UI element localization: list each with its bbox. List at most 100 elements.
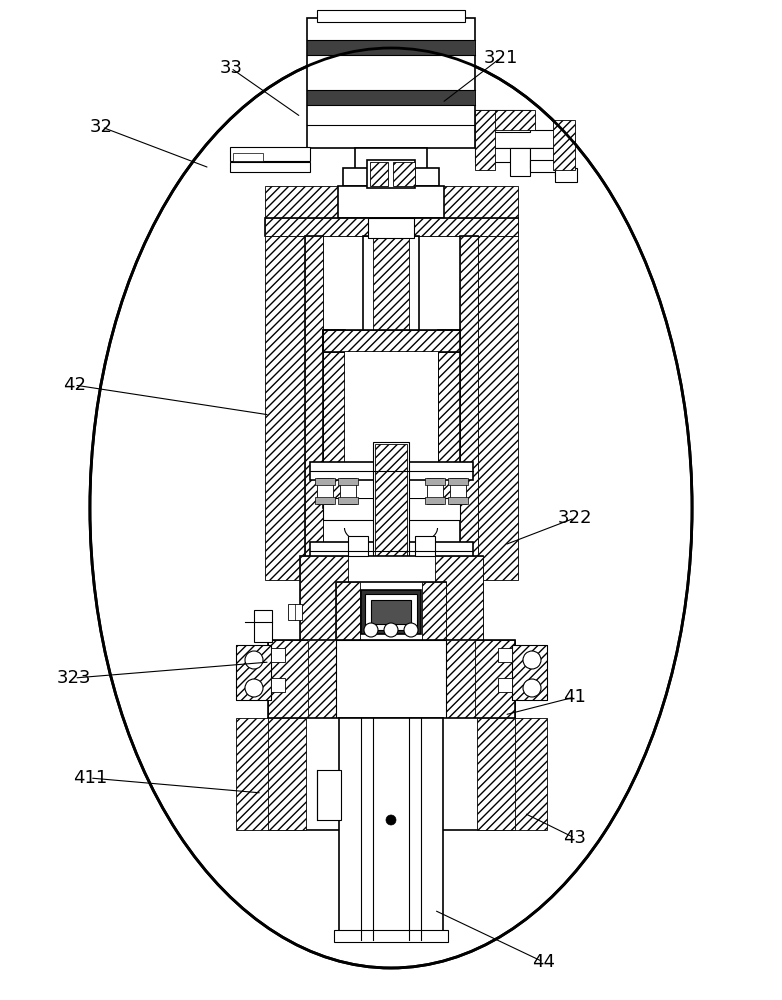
- Bar: [448, 478, 468, 485]
- Polygon shape: [477, 726, 510, 820]
- Text: 322: 322: [558, 509, 592, 527]
- Bar: [315, 497, 335, 504]
- Text: 411: 411: [73, 769, 107, 787]
- Bar: [510, 148, 530, 176]
- Bar: [233, 153, 263, 161]
- Bar: [300, 556, 348, 648]
- Circle shape: [404, 623, 418, 637]
- Bar: [268, 718, 515, 830]
- Bar: [339, 718, 443, 940]
- Bar: [236, 645, 271, 700]
- Bar: [336, 640, 446, 720]
- Bar: [345, 352, 438, 498]
- Bar: [475, 110, 495, 170]
- Bar: [268, 718, 306, 830]
- Bar: [422, 582, 446, 642]
- Bar: [355, 148, 427, 170]
- Circle shape: [386, 815, 396, 825]
- Circle shape: [384, 623, 398, 637]
- Bar: [438, 330, 460, 508]
- Bar: [460, 236, 478, 580]
- Bar: [425, 478, 445, 485]
- Bar: [530, 160, 560, 172]
- Bar: [343, 168, 439, 186]
- Bar: [370, 162, 388, 186]
- Text: 33: 33: [219, 59, 242, 77]
- Bar: [365, 594, 417, 630]
- Bar: [271, 648, 285, 662]
- Bar: [393, 162, 415, 186]
- Bar: [323, 330, 460, 352]
- Bar: [553, 120, 575, 170]
- Bar: [555, 168, 577, 182]
- Bar: [435, 640, 475, 720]
- Bar: [265, 236, 307, 580]
- Bar: [460, 236, 478, 580]
- Text: 41: 41: [563, 688, 586, 706]
- Bar: [475, 130, 555, 148]
- Bar: [307, 18, 475, 148]
- Bar: [317, 770, 341, 820]
- Text: 32: 32: [90, 118, 113, 136]
- Text: 321: 321: [483, 49, 518, 67]
- Bar: [300, 556, 483, 648]
- Bar: [373, 442, 409, 580]
- Bar: [340, 478, 356, 504]
- Bar: [375, 444, 407, 578]
- Bar: [288, 604, 302, 620]
- Circle shape: [245, 679, 263, 697]
- Bar: [476, 236, 518, 580]
- Bar: [477, 718, 515, 830]
- Bar: [363, 236, 419, 520]
- Bar: [425, 497, 445, 504]
- Bar: [361, 590, 421, 634]
- Bar: [323, 330, 345, 508]
- Circle shape: [364, 623, 378, 637]
- Bar: [492, 718, 547, 830]
- Bar: [236, 645, 271, 700]
- Bar: [230, 162, 310, 172]
- Text: 323: 323: [57, 669, 91, 687]
- Bar: [317, 478, 333, 504]
- Bar: [438, 330, 460, 508]
- Text: 44: 44: [532, 953, 555, 971]
- Bar: [475, 110, 530, 132]
- Bar: [265, 218, 518, 236]
- Bar: [512, 645, 547, 700]
- Bar: [268, 640, 515, 720]
- Bar: [307, 90, 475, 105]
- Bar: [498, 678, 512, 692]
- Bar: [371, 600, 411, 624]
- Bar: [236, 718, 291, 830]
- Bar: [395, 640, 475, 720]
- Bar: [367, 160, 415, 188]
- Bar: [498, 648, 512, 662]
- Bar: [323, 330, 345, 508]
- Bar: [265, 186, 340, 218]
- Bar: [555, 148, 573, 176]
- Bar: [310, 542, 473, 560]
- Bar: [348, 536, 368, 556]
- Ellipse shape: [90, 48, 692, 968]
- Bar: [268, 640, 515, 720]
- Bar: [315, 478, 335, 485]
- Bar: [448, 497, 468, 504]
- Bar: [317, 10, 465, 22]
- Bar: [530, 148, 555, 168]
- Bar: [368, 218, 414, 238]
- Bar: [308, 640, 348, 720]
- Bar: [336, 582, 360, 642]
- Bar: [305, 236, 323, 580]
- Bar: [230, 147, 310, 161]
- Polygon shape: [273, 726, 306, 820]
- Bar: [338, 497, 358, 504]
- Bar: [307, 40, 475, 55]
- Bar: [338, 186, 444, 218]
- Bar: [254, 610, 272, 642]
- Bar: [323, 498, 460, 520]
- Bar: [415, 536, 435, 556]
- Bar: [443, 186, 518, 218]
- Circle shape: [245, 651, 263, 669]
- Text: 43: 43: [563, 829, 586, 847]
- Bar: [265, 218, 518, 236]
